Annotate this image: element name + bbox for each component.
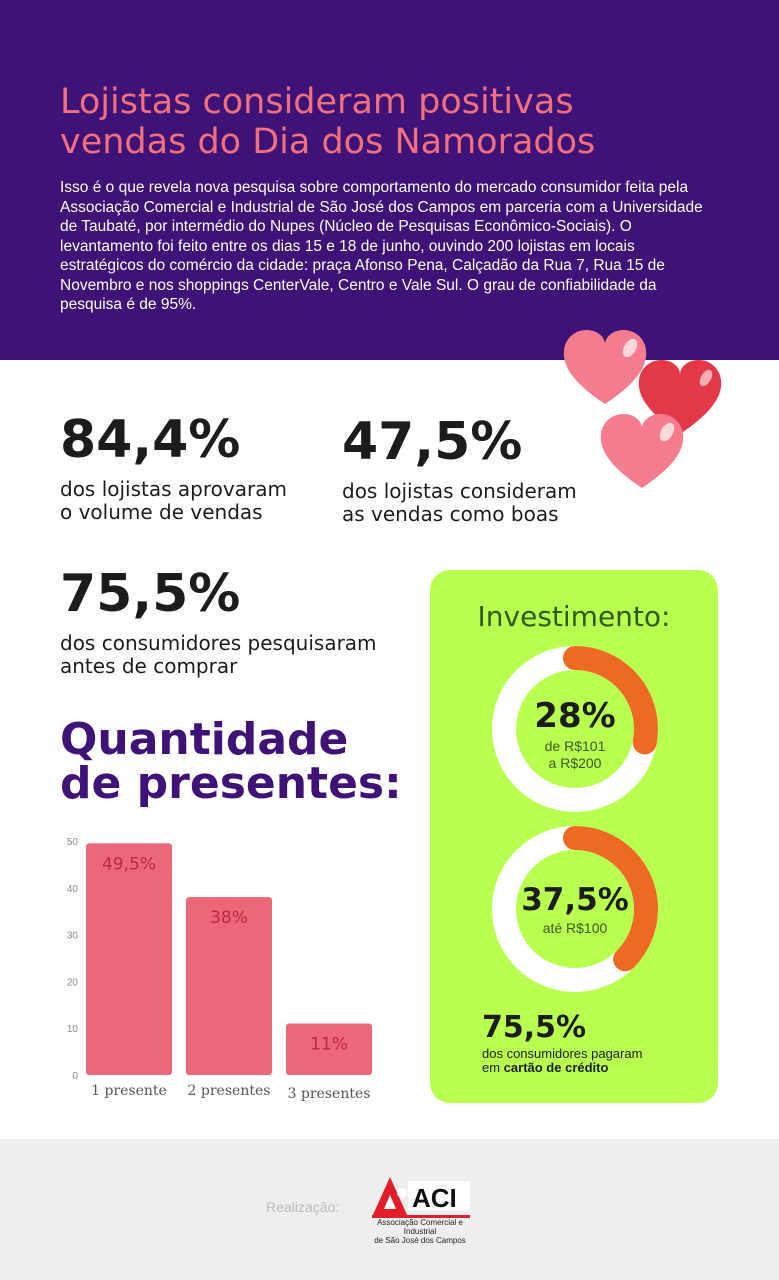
credit-card-text: dos consumidores pagaram em cartão de cr… <box>482 1047 642 1075</box>
donut-arc <box>492 646 658 812</box>
logo-caption: Associação Comercial e Industrial de São… <box>360 1218 480 1245</box>
investment-panel: Investimento: 28% de R$101 a R$200 37,5%… <box>430 570 718 1103</box>
donut-chart: 37,5% até R$100 <box>492 826 658 992</box>
credit-card-number: 75,5% <box>482 1010 587 1045</box>
donut-label-line: a R$200 <box>548 755 602 771</box>
stat-research: 75,5% dos consumidores pesquisaram antes… <box>60 566 377 678</box>
credit-card-stat: 75,5% dos consumidores pagaram em cartão… <box>482 1010 642 1075</box>
donut-ring <box>492 826 658 992</box>
x-category-label: 3 presentes <box>288 1086 371 1102</box>
stat-line: as vendas como boas <box>342 502 559 526</box>
stat-description: dos lojistas consideram as vendas como b… <box>342 480 577 526</box>
donut-chart: 28% de R$101 a R$200 <box>492 646 658 812</box>
donut-arc <box>492 826 658 992</box>
investment-title: Investimento: <box>477 600 671 633</box>
bar-value-label: 11% <box>310 1035 348 1055</box>
heart-pink-icon <box>563 330 647 404</box>
y-tick-label: 40 <box>67 884 79 895</box>
x-category-label: 2 presentes <box>188 1083 271 1099</box>
stat-approval: 84,4% dos lojistas aprovaram o volume de… <box>60 412 287 524</box>
donut-label: de R$101 a R$200 <box>492 738 658 772</box>
footer-label: Realização: <box>266 1199 340 1215</box>
y-tick-label: 20 <box>67 977 79 988</box>
y-tick-label: 30 <box>67 931 79 942</box>
y-tick-label: 50 <box>67 837 79 848</box>
bar-value-label: 38% <box>210 908 248 928</box>
logo-caption-line: de São José dos Campos <box>374 1236 466 1245</box>
hearts-illustration <box>563 330 722 488</box>
stat-line: dos consumidores pesquisaram <box>60 631 377 655</box>
logo-caption-line: Associação Comercial e Industrial <box>377 1218 463 1236</box>
stat-line: dos lojistas consideram <box>342 479 577 503</box>
stat-number: 75,5% <box>60 564 241 624</box>
gifts-title: Quantidade de presentes: <box>60 718 402 806</box>
donut-value: 28% <box>534 696 616 736</box>
stat-line: antes de comprar <box>60 654 238 678</box>
page-title: Lojistas consideram positivas vendas do … <box>60 82 596 162</box>
donut-ring <box>492 646 658 812</box>
stat-good-sales: 47,5% dos lojistas consideram as vendas … <box>342 414 577 526</box>
stat-line: dos lojistas aprovaram <box>60 477 287 501</box>
logo-text: ACI <box>412 1183 457 1213</box>
donut-label-line: de R$101 <box>544 738 606 754</box>
intro-paragraph: Isso é o que revela nova pesquisa sobre … <box>60 179 703 313</box>
header-banner: Lojistas consideram positivas vendas do … <box>0 0 779 360</box>
stat-line: o volume de vendas <box>60 500 263 524</box>
x-category-label: 1 presente <box>91 1083 167 1099</box>
y-tick-label: 0 <box>72 1071 78 1082</box>
gifts-title-line: de presentes: <box>60 758 402 809</box>
credit-card-line: em cartão de crédito <box>482 1061 642 1075</box>
credit-card-bold: cartão de crédito <box>503 1060 609 1075</box>
bar <box>86 843 172 1075</box>
credit-card-line: dos consumidores pagaram <box>482 1046 643 1061</box>
gifts-title-line: Quantidade <box>60 714 349 765</box>
bar <box>286 1023 372 1075</box>
stat-description: dos consumidores pesquisaram antes de co… <box>60 632 377 678</box>
gifts-bar-chart: 0 10 20 30 40 50 49,5% 1 presente 38% 2 presentes… <box>67 837 372 1102</box>
bar <box>186 897 272 1075</box>
stat-number: 47,5% <box>342 412 523 472</box>
bar-value-label: 49,5% <box>102 854 156 874</box>
donut-value: 37,5% <box>521 882 629 918</box>
aci-logo: ACI <box>372 1177 470 1218</box>
heart-light-icon <box>600 414 684 488</box>
stat-number: 84,4% <box>60 410 241 470</box>
donut-label-line: até R$100 <box>542 920 608 936</box>
credit-card-prefix: em <box>482 1060 504 1075</box>
donut-label: até R$100 <box>492 920 658 937</box>
stat-description: dos lojistas aprovaram o volume de venda… <box>60 478 287 524</box>
y-tick-label: 10 <box>67 1024 79 1035</box>
footer: Realização: ACI Associação Comercial e I… <box>0 1139 779 1280</box>
